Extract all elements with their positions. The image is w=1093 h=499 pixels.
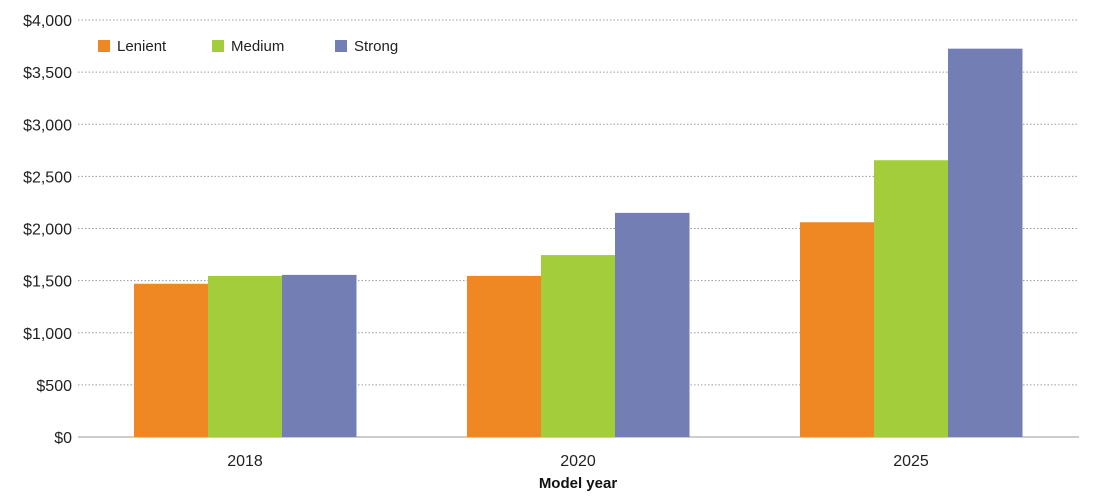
legend: Lenient Medium Strong [98, 38, 398, 55]
legend-item-lenient: Lenient [98, 38, 167, 55]
x-tick-label: 2020 [560, 453, 596, 470]
bar-lenient-2020 [467, 275, 542, 437]
y-tick-label: $4,000 [23, 13, 72, 30]
legend-swatch [212, 40, 224, 52]
y-tick-label: $2,000 [23, 222, 72, 239]
y-tick-label: $1,000 [23, 326, 72, 343]
y-axis-ticks: $0 $500 $1,000 $1,500 $2,000 $2,500 $3,000 $3,5… [23, 13, 72, 447]
y-tick-label: $3,500 [23, 65, 72, 82]
bar-medium-2025 [874, 160, 949, 437]
y-tick-label: $1,500 [23, 274, 72, 291]
bar-strong-2018 [282, 274, 357, 437]
bar-medium-2020 [541, 255, 616, 437]
legend-swatch [98, 40, 110, 52]
y-tick-label: $0 [54, 430, 72, 447]
legend-label: Strong [354, 38, 398, 55]
x-tick-label: 2025 [893, 453, 929, 470]
legend-item-strong: Strong [335, 38, 398, 55]
bar-lenient-2025 [800, 222, 875, 437]
bar-lenient-2018 [134, 283, 209, 437]
y-tick-label: $2,500 [23, 169, 72, 186]
x-axis-label: Model year [539, 475, 618, 492]
legend-label: Medium [231, 38, 284, 55]
x-axis-ticks: 2018 2020 2025 [227, 453, 929, 470]
y-tick-label: $500 [36, 378, 72, 395]
bar-strong-2020 [615, 212, 690, 437]
y-tick-label: $3,000 [23, 117, 72, 134]
legend-label: Lenient [117, 38, 167, 55]
legend-swatch [335, 40, 347, 52]
bar-medium-2018 [208, 275, 283, 437]
bar-strong-2025 [948, 48, 1023, 437]
bars [134, 48, 1023, 437]
x-tick-label: 2018 [227, 453, 263, 470]
legend-item-medium: Medium [212, 38, 284, 55]
